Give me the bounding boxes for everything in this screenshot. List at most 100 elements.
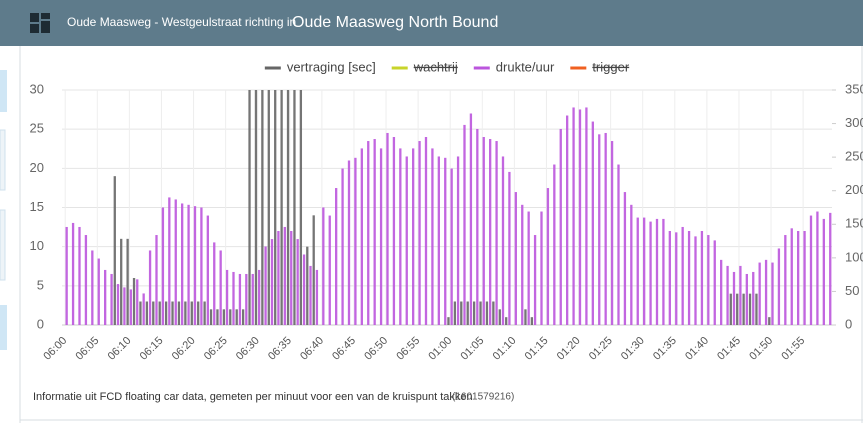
x-tick-label: 06:15 (138, 335, 166, 363)
y2-tick-label: 350 (845, 81, 863, 96)
bar (139, 301, 142, 325)
bar (309, 265, 312, 325)
bar (71, 222, 75, 325)
bar (328, 215, 331, 325)
bar (822, 218, 825, 325)
legend-label: wachtrij (413, 59, 458, 74)
bar (463, 124, 466, 326)
footer-id: (1601579216) (452, 392, 514, 403)
bar (700, 231, 704, 325)
x-tick-label: 06:25 (202, 335, 230, 363)
bar (540, 211, 543, 325)
bar (732, 271, 736, 325)
bar (742, 293, 745, 325)
bar (209, 309, 213, 325)
bar (306, 246, 309, 325)
header-subtitle: Oude Maasweg - Westgeulstraat richting i… (67, 15, 296, 29)
bar (771, 262, 774, 325)
bar (768, 317, 771, 325)
bar (155, 235, 158, 325)
bar (104, 269, 107, 325)
bar (181, 203, 184, 325)
bar (508, 171, 511, 325)
bar (630, 204, 633, 325)
bar (315, 269, 319, 325)
x-tick-label: 01:15 (523, 335, 551, 363)
bar (553, 164, 556, 325)
bar (453, 301, 457, 325)
bar (367, 141, 370, 325)
x-tick-label: 01:30 (619, 335, 647, 363)
bar (617, 164, 620, 325)
bar (643, 217, 646, 325)
bar (492, 301, 495, 325)
bar (190, 301, 193, 325)
bar (681, 226, 684, 325)
bar (729, 293, 732, 325)
y2-tick-label: 200 (845, 182, 863, 197)
bar (797, 231, 800, 325)
bar (559, 128, 562, 325)
legend-label: drukte/uur (496, 59, 555, 74)
y-tick-label: 0 (37, 316, 44, 331)
bar (514, 192, 517, 325)
bar (533, 235, 537, 325)
bar (322, 207, 325, 325)
x-tick-label: 06:45 (330, 335, 358, 363)
bar (164, 301, 168, 325)
bar (668, 231, 671, 325)
bar (598, 134, 601, 325)
bar (248, 90, 251, 325)
bar (290, 231, 293, 325)
bar (235, 309, 238, 325)
bar (675, 232, 678, 325)
bar (412, 148, 415, 325)
bar (694, 236, 697, 325)
x-tick-label: 06:10 (106, 335, 134, 363)
bar (129, 289, 132, 325)
bar (604, 132, 607, 325)
x-tick-label: 06:20 (170, 335, 198, 363)
bar (232, 271, 235, 325)
sidebar (0, 46, 21, 423)
bar (687, 231, 691, 325)
y-tick-label: 5 (37, 277, 44, 292)
x-tick-label: 01:35 (651, 335, 679, 363)
bar (437, 156, 440, 325)
legend: vertraging [sec] wachtrij drukte/uur trigge… (264, 59, 630, 74)
bar (91, 250, 94, 325)
bar (745, 273, 748, 325)
bar (113, 176, 116, 325)
bar (662, 218, 665, 325)
y2-tick-label: 300 (845, 115, 863, 130)
y2-tick-label: 250 (845, 149, 863, 164)
x-tick-label: 01:45 (715, 335, 743, 363)
y-tick-label: 20 (30, 160, 44, 175)
bar (495, 141, 498, 325)
bar (241, 309, 245, 325)
bar (347, 160, 351, 325)
bar (530, 317, 534, 325)
x-tick-label: 01:40 (683, 335, 711, 363)
legend-label: trigger (592, 59, 630, 74)
bar (283, 226, 286, 325)
bar (431, 148, 434, 325)
bar (225, 269, 229, 325)
bar (610, 141, 614, 325)
bar (187, 204, 190, 325)
x-tick-label: 06:30 (234, 335, 262, 363)
bar (379, 148, 383, 325)
x-tick-label: 06:40 (298, 335, 326, 363)
bar (238, 273, 242, 325)
bar (296, 239, 299, 325)
y2-tick-label: 50 (845, 283, 859, 298)
bar (299, 90, 303, 325)
bar (585, 107, 588, 325)
legend-label: vertraging [sec] (287, 59, 376, 74)
bar (254, 90, 258, 325)
header-icon (30, 13, 50, 33)
bar (479, 301, 482, 325)
bar (335, 188, 338, 325)
header-bar (0, 0, 863, 46)
bar (472, 301, 476, 325)
